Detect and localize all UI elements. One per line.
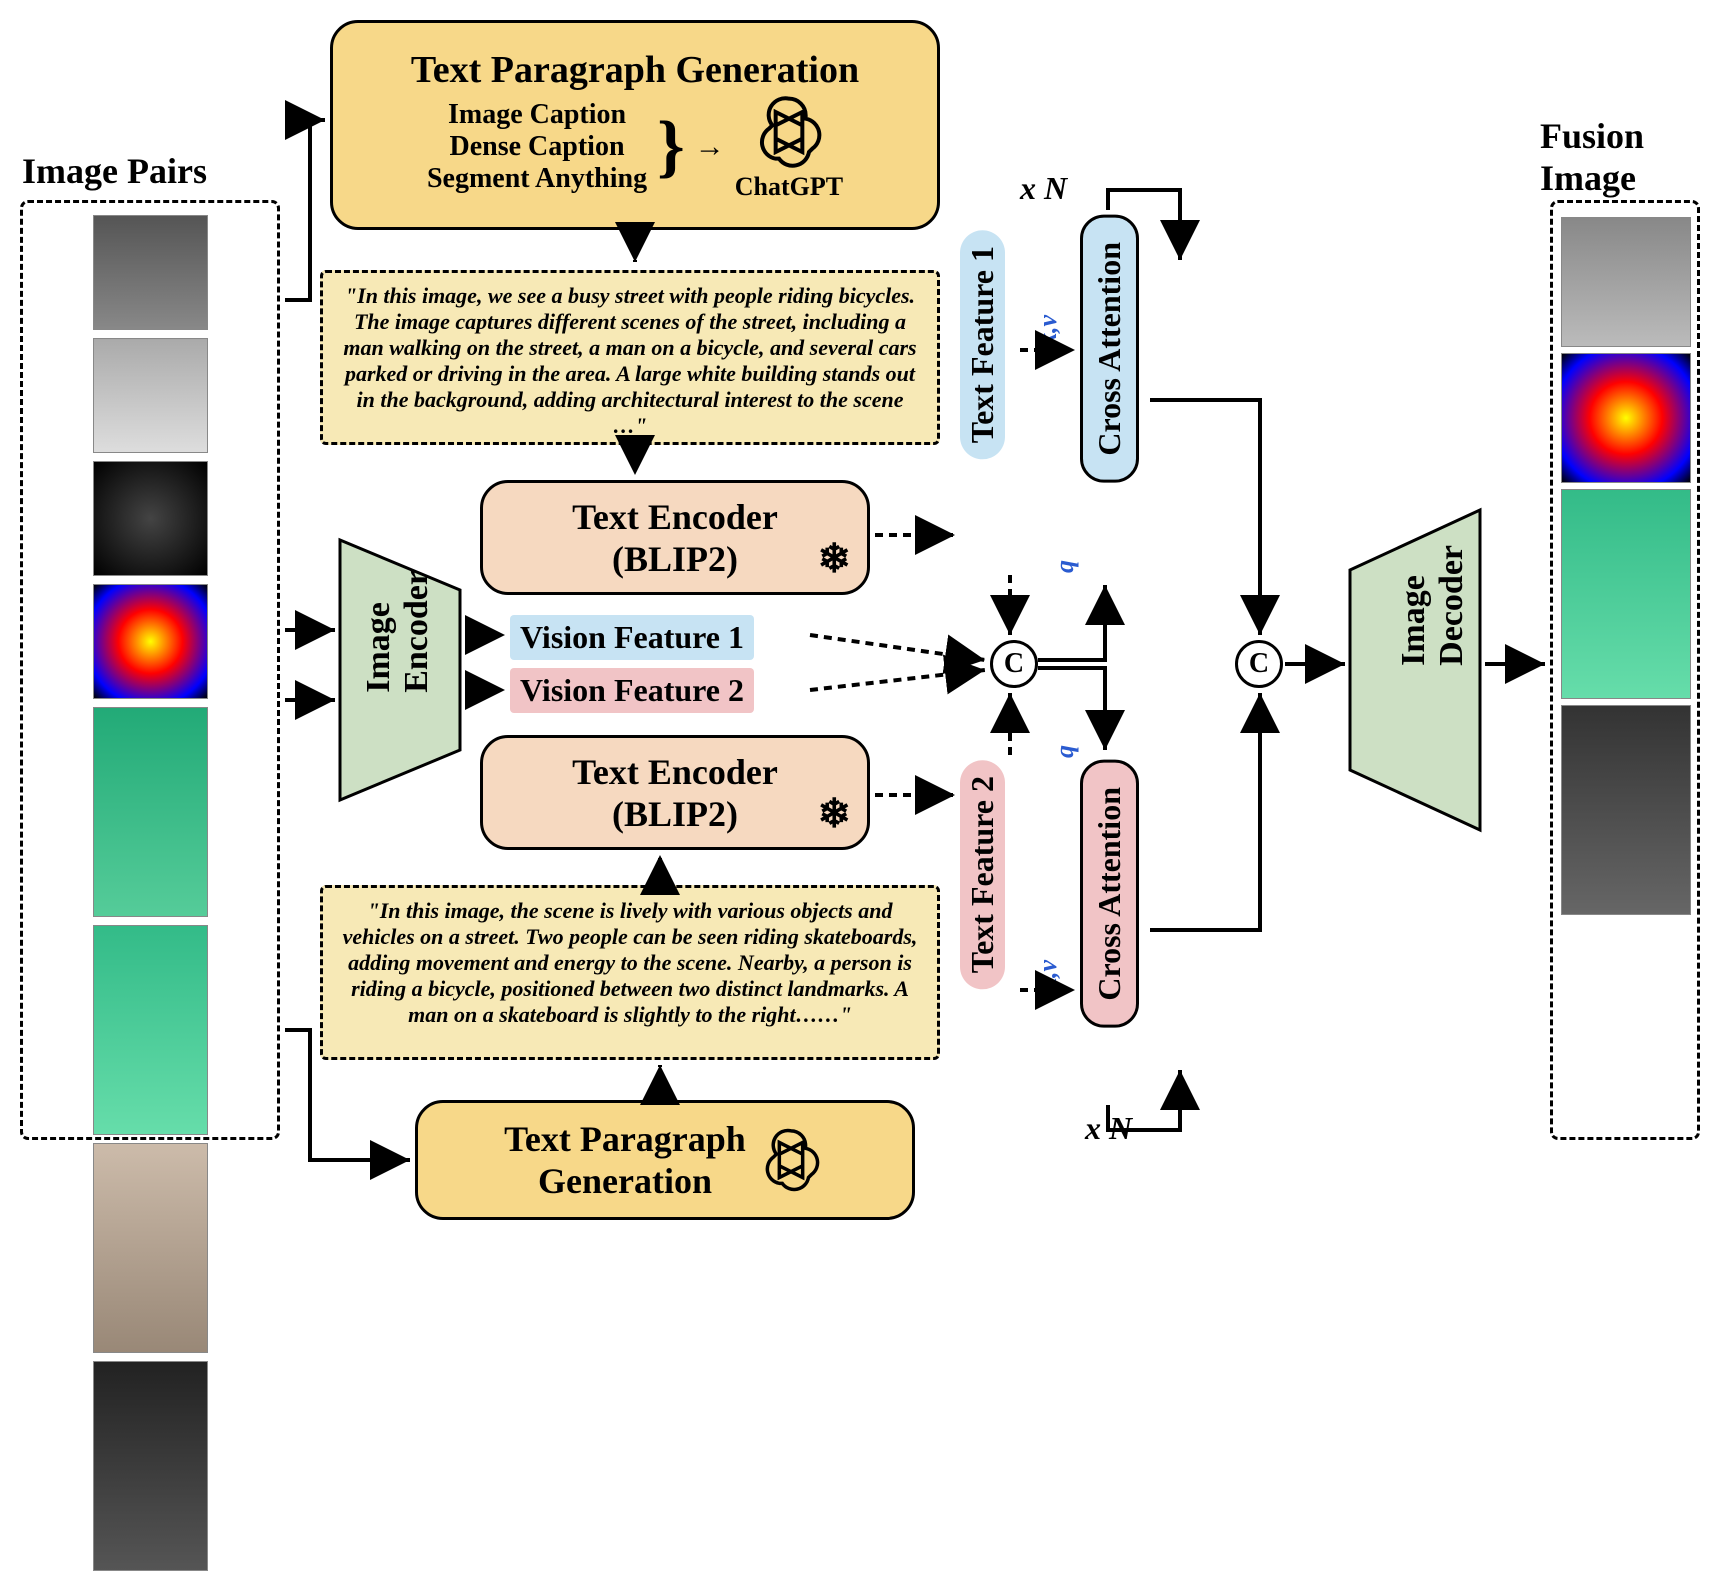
thumb-pair	[93, 584, 208, 699]
text-encoder-2: Text Encoder (BLIP2) ❄	[480, 735, 870, 850]
image-encoder-label: Image Encoder	[360, 570, 436, 693]
snowflake-icon: ❄	[817, 790, 851, 837]
tpg-top-title: Text Paragraph Generation	[411, 48, 859, 92]
fusion-image-title: Fusion Image	[1540, 115, 1644, 199]
cross-attention-2: Cross Attention	[1080, 760, 1139, 1028]
caption-quote-2: "In this image, the scene is lively with…	[320, 885, 940, 1060]
tpg-sub3: Segment Anything	[427, 163, 647, 195]
openai-icon	[749, 92, 829, 172]
text-feature-2-label: Text Feature 2	[960, 760, 1005, 989]
vision-feature-2-label: Vision Feature 2	[510, 668, 754, 713]
thumb-pair	[93, 338, 208, 453]
concat-2: C	[1235, 640, 1283, 688]
text-feature-1-label: Text Feature 1	[960, 230, 1005, 459]
q-label-2: q	[1050, 745, 1080, 758]
fusion-image-container	[1550, 200, 1700, 1140]
cross-attention-1: Cross Attention	[1080, 215, 1139, 483]
thumb-pair	[93, 1143, 208, 1353]
xn-label-1: x N	[1020, 170, 1067, 207]
tpg-sub2: Dense Caption	[427, 131, 647, 163]
kv-label-1: k,v	[1033, 315, 1063, 346]
kv-label-2: k,v	[1033, 960, 1063, 991]
thumb-fusion	[1561, 353, 1691, 483]
thumb-fusion	[1561, 217, 1691, 347]
thumb-pair	[93, 1361, 208, 1571]
caption-quote-1: "In this image, we see a busy street wit…	[320, 270, 940, 445]
image-pairs-title: Image Pairs	[22, 150, 207, 192]
q-label-1: q	[1050, 560, 1080, 573]
thumb-fusion	[1561, 489, 1691, 699]
chatgpt-label: ChatGPT	[735, 172, 843, 202]
text-encoder-1: Text Encoder (BLIP2) ❄	[480, 480, 870, 595]
text-paragraph-gen-top: Text Paragraph Generation Image Caption …	[330, 20, 940, 230]
concat-1: C	[990, 640, 1038, 688]
xn-label-2: x N	[1085, 1110, 1132, 1147]
thumb-pair	[93, 707, 208, 917]
thumb-pair	[93, 215, 208, 330]
vision-feature-1-label: Vision Feature 1	[510, 615, 754, 660]
image-pairs-container	[20, 200, 280, 1140]
tpg-sub1: Image Caption	[427, 99, 647, 131]
thumb-fusion	[1561, 705, 1691, 915]
text-paragraph-gen-bottom: Text Paragraph Generation	[415, 1100, 915, 1220]
snowflake-icon: ❄	[817, 535, 851, 582]
openai-icon	[756, 1125, 826, 1195]
thumb-pair	[93, 461, 208, 576]
image-decoder-label: Image Decoder	[1395, 545, 1471, 666]
thumb-pair	[93, 925, 208, 1135]
